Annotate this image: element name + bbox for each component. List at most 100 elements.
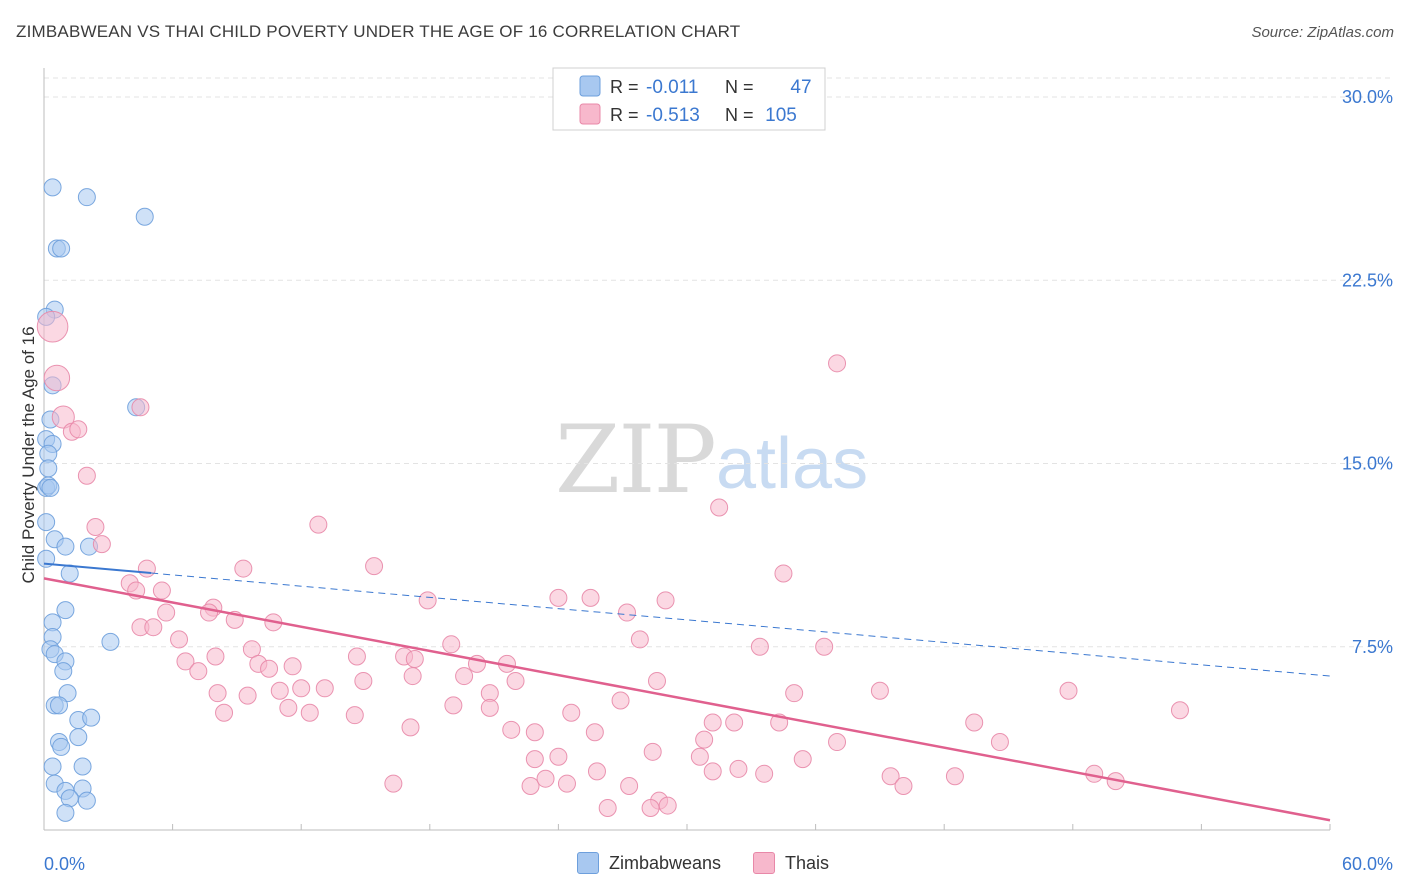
legend-n-label-thai: N = (725, 105, 754, 125)
thai-point (945, 767, 964, 786)
thai-point (69, 420, 88, 439)
thai-point (774, 564, 793, 583)
thai-point (965, 713, 984, 732)
zimbabwe-point (56, 537, 75, 556)
y-tick-label: 7.5% (1352, 637, 1393, 657)
zimbabwe-point (41, 478, 60, 497)
zimbabwe-point (37, 513, 56, 532)
legend-swatch-zimbabwe (579, 75, 601, 97)
thai-point (710, 498, 729, 517)
thai-point (309, 515, 328, 534)
zimbabwe-point (39, 459, 58, 478)
legend-n-value-zimbabwe: 47 (790, 77, 811, 98)
zimbabwe-point (58, 684, 77, 703)
legend-item-thais[interactable]: Thais (753, 852, 829, 874)
thai-point (51, 405, 75, 429)
zimbabwe-point (73, 757, 92, 776)
thai-point (643, 742, 662, 761)
thai-point (260, 659, 279, 678)
thai-point (521, 777, 540, 796)
thai-trend-line (43, 577, 1331, 822)
thai-point (365, 557, 384, 576)
zimbabwe-point (56, 803, 75, 822)
thai-point (208, 684, 227, 703)
thai-point (354, 671, 373, 690)
zimbabwe-point (52, 239, 71, 258)
thai-point (345, 706, 364, 725)
legend-r-label-thai: R = (610, 105, 639, 125)
thai-point (894, 777, 913, 796)
thai-point (36, 310, 69, 343)
legend-r-label-zimbabwe: R = (610, 77, 639, 97)
watermark-zip: ZIP (555, 406, 715, 515)
zimbabwe-point (54, 662, 73, 681)
zimbabwe-point (77, 791, 96, 810)
thai-point (828, 733, 847, 752)
legend-r-value-thai: -0.513 (646, 105, 700, 126)
thai-point (695, 730, 714, 749)
thai-point (502, 720, 521, 739)
thai-point (557, 774, 576, 793)
thai-point (283, 657, 302, 676)
thai-point (525, 750, 544, 769)
zimbabwe-point (77, 188, 96, 207)
legend-swatch-zimbabweans (576, 852, 599, 874)
thai-point (703, 762, 722, 781)
thai-point (170, 630, 189, 649)
legend-n-label-zimbabwe: N = (725, 77, 754, 97)
thai-point (581, 588, 600, 607)
thai-point (403, 667, 422, 686)
thai-point (43, 364, 71, 392)
thai-point (585, 723, 604, 742)
zimbabwe-point (69, 728, 88, 747)
thai-point (785, 684, 804, 703)
thai-points (36, 310, 1189, 818)
zimbabwe-point (43, 757, 62, 776)
legend-label-thais: Thais (785, 852, 830, 873)
legend-swatch-thais (753, 852, 776, 874)
legend-box: R = -0.011 N = 47 R = -0.513 N = 105 (552, 67, 826, 131)
thai-point (444, 696, 463, 715)
x-tick-label-min: 0.0% (44, 854, 85, 874)
x-tick-label-max: 60.0% (1342, 854, 1393, 874)
thai-point (215, 703, 234, 722)
thai-point (703, 713, 722, 732)
source-credit: Source: ZipAtlas.com (1251, 24, 1394, 41)
thai-point (870, 681, 889, 700)
thai-point (279, 698, 298, 717)
zimbabwe-point (135, 207, 154, 226)
thai-point (401, 718, 420, 737)
thai-point (658, 796, 677, 815)
thai-point (347, 647, 366, 666)
zimbabwe-point (52, 737, 71, 756)
thai-point (480, 698, 499, 717)
thai-point (562, 703, 581, 722)
legend-r-value-zimbabwe: -0.011 (646, 77, 698, 98)
thai-point (656, 591, 675, 610)
thai-point (189, 662, 208, 681)
legend-item-zimbabweans[interactable]: Zimbabweans (576, 852, 722, 874)
zimbabwe-point (50, 696, 69, 715)
thai-point (455, 667, 474, 686)
thai-point (200, 603, 219, 622)
thai-point (750, 637, 769, 656)
thai-point (92, 535, 111, 554)
zimbabwe-point (37, 549, 56, 568)
thai-point (300, 703, 319, 722)
thai-point (234, 559, 253, 578)
thai-point (630, 630, 649, 649)
thai-point (525, 723, 544, 742)
thai-point (647, 671, 666, 690)
zimbabwe-point (56, 601, 75, 620)
chart-title: ZIMBABWEAN VS THAI CHILD POVERTY UNDER T… (16, 22, 741, 41)
legend-label-zimbabweans: Zimbabweans (608, 852, 722, 873)
zimbabwe-point (101, 632, 120, 651)
thai-point (793, 750, 812, 769)
zimbabwe-trend-dashed (151, 572, 1331, 677)
thai-point (815, 637, 834, 656)
watermark: ZIP atlas (555, 406, 868, 515)
thai-point (549, 588, 568, 607)
trend-lines (43, 562, 1331, 822)
thai-point (157, 603, 176, 622)
